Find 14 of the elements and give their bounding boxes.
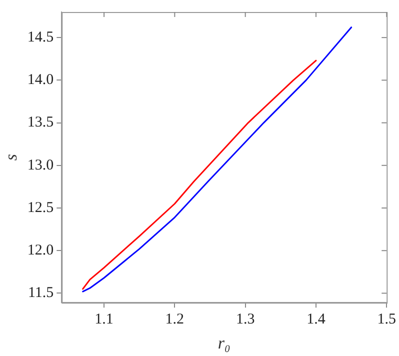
y-tick-label: 11.5 <box>28 285 54 302</box>
x-tick-label: 1.2 <box>165 312 184 328</box>
x-tick-label: 1.4 <box>306 312 326 328</box>
y-tick-label: 12.5 <box>27 200 54 216</box>
y-tick-label: 12.0 <box>27 242 54 259</box>
y-tick-label: 14.0 <box>27 72 54 88</box>
y-tick-label: 14.5 <box>27 30 54 46</box>
y-tick-label: 13.0 <box>27 157 54 174</box>
x-axis-title: r₀ <box>218 333 230 352</box>
x-tick-label: 1.3 <box>236 312 255 328</box>
x-tick-label: 1.1 <box>94 312 114 328</box>
y-tick-label: 13.5 <box>27 114 54 131</box>
x-tick-label: 1.5 <box>377 312 396 328</box>
y-axis-title: s <box>2 154 21 161</box>
